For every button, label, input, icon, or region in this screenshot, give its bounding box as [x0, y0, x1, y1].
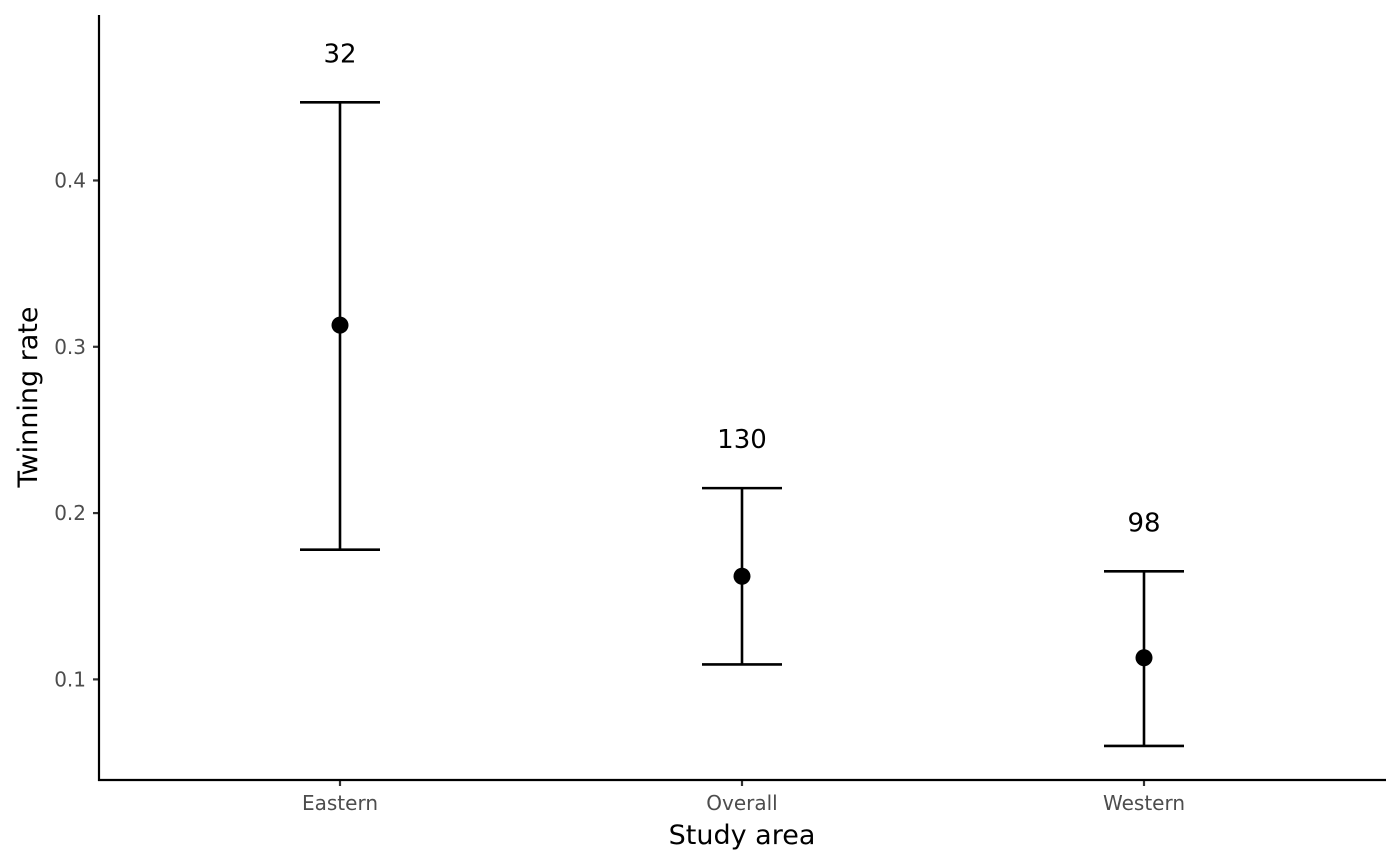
- y-axis-ticks: 0.1 0.2 0.3 0.4: [54, 168, 99, 691]
- plot-marks: 32 130 98: [300, 39, 1184, 748]
- estimate-point: [733, 567, 751, 585]
- y-tick-label: 0.3: [54, 335, 86, 359]
- sample-size-label: 32: [323, 39, 356, 69]
- y-axis-title: Twinning rate: [13, 306, 44, 488]
- x-tick-label: Western: [1103, 791, 1185, 815]
- x-tick-label: Eastern: [302, 791, 378, 815]
- y-tick-label: 0.4: [54, 168, 86, 192]
- x-axis-ticks: Eastern Overall Western: [302, 780, 1185, 815]
- estimate-point: [1135, 649, 1153, 667]
- x-axis-title: Study area: [669, 820, 816, 851]
- y-tick-label: 0.2: [54, 501, 86, 525]
- y-tick-label: 0.1: [54, 667, 86, 691]
- sample-size-label: 98: [1127, 508, 1160, 538]
- estimate-point: [331, 316, 349, 334]
- sample-size-label: 130: [717, 425, 767, 455]
- x-tick-label: Overall: [706, 791, 777, 815]
